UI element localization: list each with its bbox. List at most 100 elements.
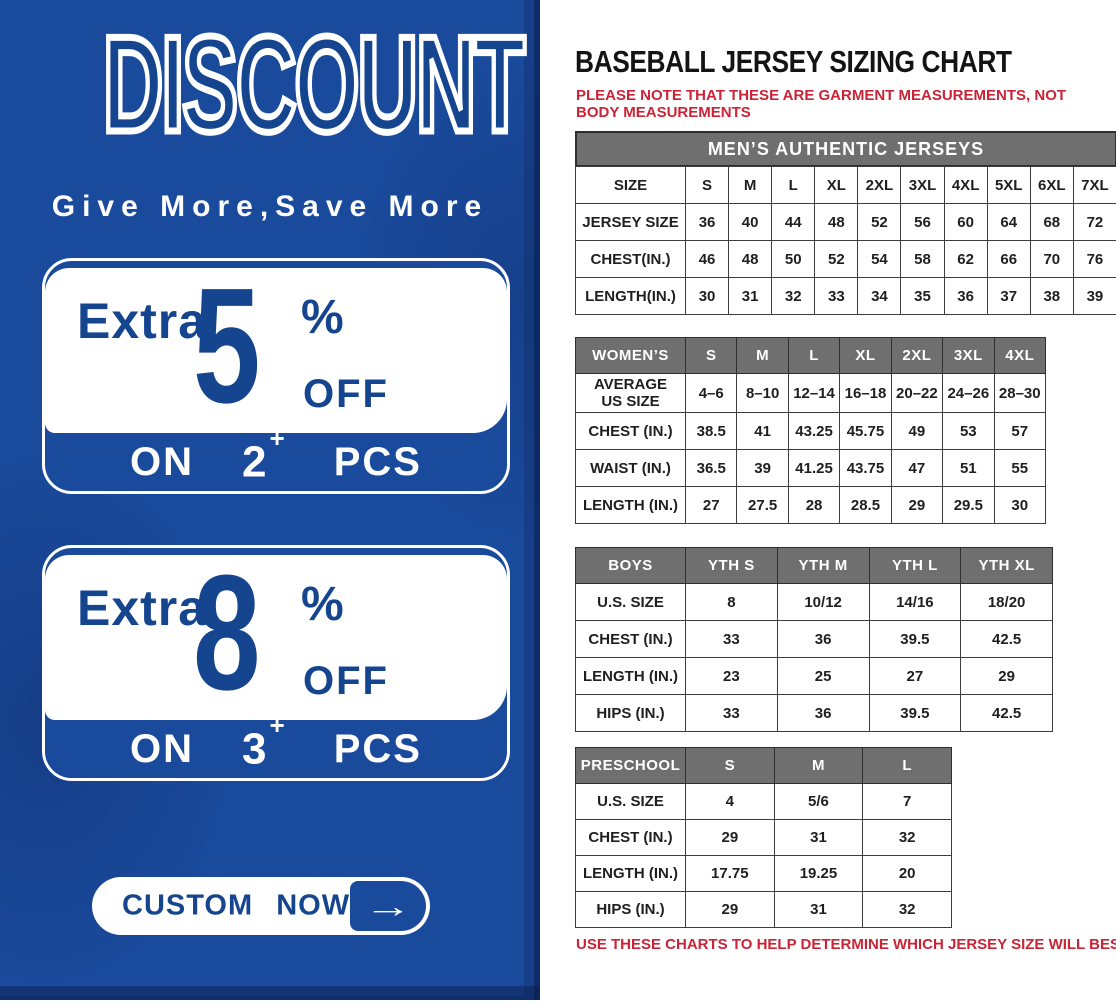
offer-card-8-percent: Extra 8 % OFF ON 3+ PCS: [42, 545, 510, 781]
boys-cell: 25: [776, 657, 870, 695]
preschool-cell: 32: [862, 819, 952, 856]
offer-extra-label: Extra: [77, 293, 208, 349]
mens-cell: 68: [1029, 203, 1074, 241]
boys-header-cell: YTH S: [685, 547, 778, 584]
boys-cell: 14/16: [868, 583, 962, 621]
womens-cell: 4–6: [684, 373, 738, 413]
mens-header-cell: 3XL: [900, 166, 945, 204]
boys-cell: 10/12: [776, 583, 870, 621]
mens-cell: 33: [814, 277, 859, 315]
boys-cell: 23: [685, 657, 778, 695]
preschool-cell: 7: [862, 783, 952, 820]
mens-cell: 48: [814, 203, 859, 241]
mens-header-cell: 7XL: [1072, 166, 1116, 204]
mens-header-cell: L: [771, 166, 816, 204]
boys-header-cell: YTH XL: [960, 547, 1053, 584]
discount-subtitle: Give More,Save More: [51, 190, 489, 223]
custom-now-button[interactable]: CUSTOM NOW →: [92, 877, 430, 935]
offer-condition-bar: ON 3+ PCS: [45, 710, 507, 778]
mens-row-label: CHEST(IN.): [575, 240, 686, 278]
preschool-row: CHEST (IN.) 29 31 32: [575, 819, 952, 856]
womens-cell: 43.75: [839, 449, 892, 487]
womens-header-cell: S: [684, 337, 738, 374]
offer-percent-value: 8: [193, 545, 261, 724]
womens-header-cell: M: [736, 337, 789, 374]
mens-cell: 56: [900, 203, 945, 241]
mens-cell: 32: [771, 277, 816, 315]
womens-row-label: LENGTH (IN.): [575, 486, 686, 524]
womens-cell: 51: [942, 449, 995, 487]
arrow-box: →: [350, 881, 426, 931]
sizing-title: BASEBALL JERSEY SIZING CHART: [575, 44, 1012, 79]
preschool-row-label: HIPS (IN.): [575, 891, 686, 928]
mens-row-label: JERSEY SIZE: [575, 203, 686, 241]
womens-cell: 49: [890, 412, 944, 450]
preschool-row: HIPS (IN.) 29 31 32: [575, 891, 952, 928]
mens-cell: 76: [1072, 240, 1116, 278]
preschool-sizing-table: PRESCHOOL S M L U.S. SIZE 4 5/6 7 CHEST (IN.) 29 3…: [575, 747, 952, 928]
mens-cell: 30: [684, 277, 730, 315]
boys-row: HIPS (IN.) 33 36 39.5 42.5: [575, 694, 1053, 732]
plus-sign: +: [269, 422, 287, 453]
boys-header-row: BOYS YTH S YTH M YTH L YTH XL: [575, 547, 1053, 584]
womens-cell: 30: [993, 486, 1047, 524]
womens-sizing-table: WOMEN’S S M L XL 2XL 3XL 4XL AVERAGE US SIZE 4–6 8…: [575, 337, 1047, 524]
mens-cell: 58: [900, 240, 945, 278]
preschool-cell: 4: [685, 783, 775, 820]
mens-header-cell: S: [684, 166, 730, 204]
mens-cell: 37: [986, 277, 1031, 315]
mens-cell: 50: [771, 240, 816, 278]
fit-note: USE THESE CHARTS TO HELP DETERMINE WHICH…: [576, 936, 1116, 953]
womens-cell: 39: [736, 449, 789, 487]
mens-cell: 38: [1029, 277, 1074, 315]
womens-row: AVERAGE US SIZE 4–6 8–10 12–14 16–18 20–22 24–…: [575, 373, 1047, 413]
boys-cell: 18/20: [960, 583, 1053, 621]
on-label: ON: [130, 439, 195, 484]
mens-cell: 66: [986, 240, 1031, 278]
mens-cell: 34: [857, 277, 902, 315]
mens-cell: 36: [943, 277, 988, 315]
percent-sign: %: [301, 578, 344, 631]
preschool-header-cell: L: [862, 747, 952, 784]
mens-header-row: SIZE S M L XL 2XL 3XL 4XL 5XL 6XL 7XL: [575, 166, 1116, 204]
mens-table: SIZE S M L XL 2XL 3XL 4XL 5XL 6XL 7XL JERSEY SIZE 36…: [575, 166, 1116, 315]
discount-headline: DISCOUNT: [100, 8, 527, 160]
womens-cell: 57: [993, 412, 1047, 450]
boys-row-label: CHEST (IN.): [575, 620, 686, 658]
discount-panel: DISCOUNT Give More,Save More Extra 5 % O…: [0, 0, 540, 1000]
mens-cell: 62: [943, 240, 988, 278]
boys-row: U.S. SIZE 8 10/12 14/16 18/20: [575, 583, 1053, 621]
womens-header-cell: 3XL: [942, 337, 995, 374]
boys-cell: 39.5: [868, 694, 962, 732]
offer-off-label: OFF: [303, 372, 389, 416]
boys-row: CHEST (IN.) 33 36 39.5 42.5: [575, 620, 1053, 658]
boys-cell: 36: [776, 620, 870, 658]
offer-condition-bar: ON 2+ PCS: [45, 423, 507, 491]
offer-percent-value: 5: [193, 258, 261, 437]
womens-cell: 12–14: [787, 373, 841, 413]
womens-header-cell: 2XL: [890, 337, 944, 374]
preschool-cell: 5/6: [773, 783, 864, 820]
mens-banner: MEN’S AUTHENTIC JERSEYS: [575, 131, 1116, 166]
womens-cell: 24–26: [942, 373, 995, 413]
womens-cell: 41: [736, 412, 789, 450]
womens-cell: 29.5: [942, 486, 995, 524]
womens-cell: 29: [890, 486, 944, 524]
mens-cell: 72: [1072, 203, 1116, 241]
boys-cell: 29: [960, 657, 1053, 695]
boys-row-label: HIPS (IN.): [575, 694, 686, 732]
preschool-row-label: LENGTH (IN.): [575, 855, 686, 892]
mens-row: LENGTH(IN.) 30 31 32 33 34 35 36 37 38 39: [575, 277, 1116, 315]
mens-cell: 36: [684, 203, 730, 241]
offer-card-5-percent: Extra 5 % OFF ON 2+ PCS: [42, 258, 510, 494]
boys-header-cell: BOYS: [575, 547, 686, 584]
boys-cell: 27: [868, 657, 962, 695]
womens-header-cell: WOMEN’S: [575, 337, 686, 374]
boys-row: LENGTH (IN.) 23 25 27 29: [575, 657, 1053, 695]
preschool-cell: 31: [773, 819, 864, 856]
right-arrow-icon: →: [364, 888, 412, 924]
preschool-row: LENGTH (IN.) 17.75 19.25 20: [575, 855, 952, 892]
womens-row-label: AVERAGE US SIZE: [575, 373, 686, 413]
preschool-row: U.S. SIZE 4 5/6 7: [575, 783, 952, 820]
womens-cell: 43.25: [787, 412, 841, 450]
